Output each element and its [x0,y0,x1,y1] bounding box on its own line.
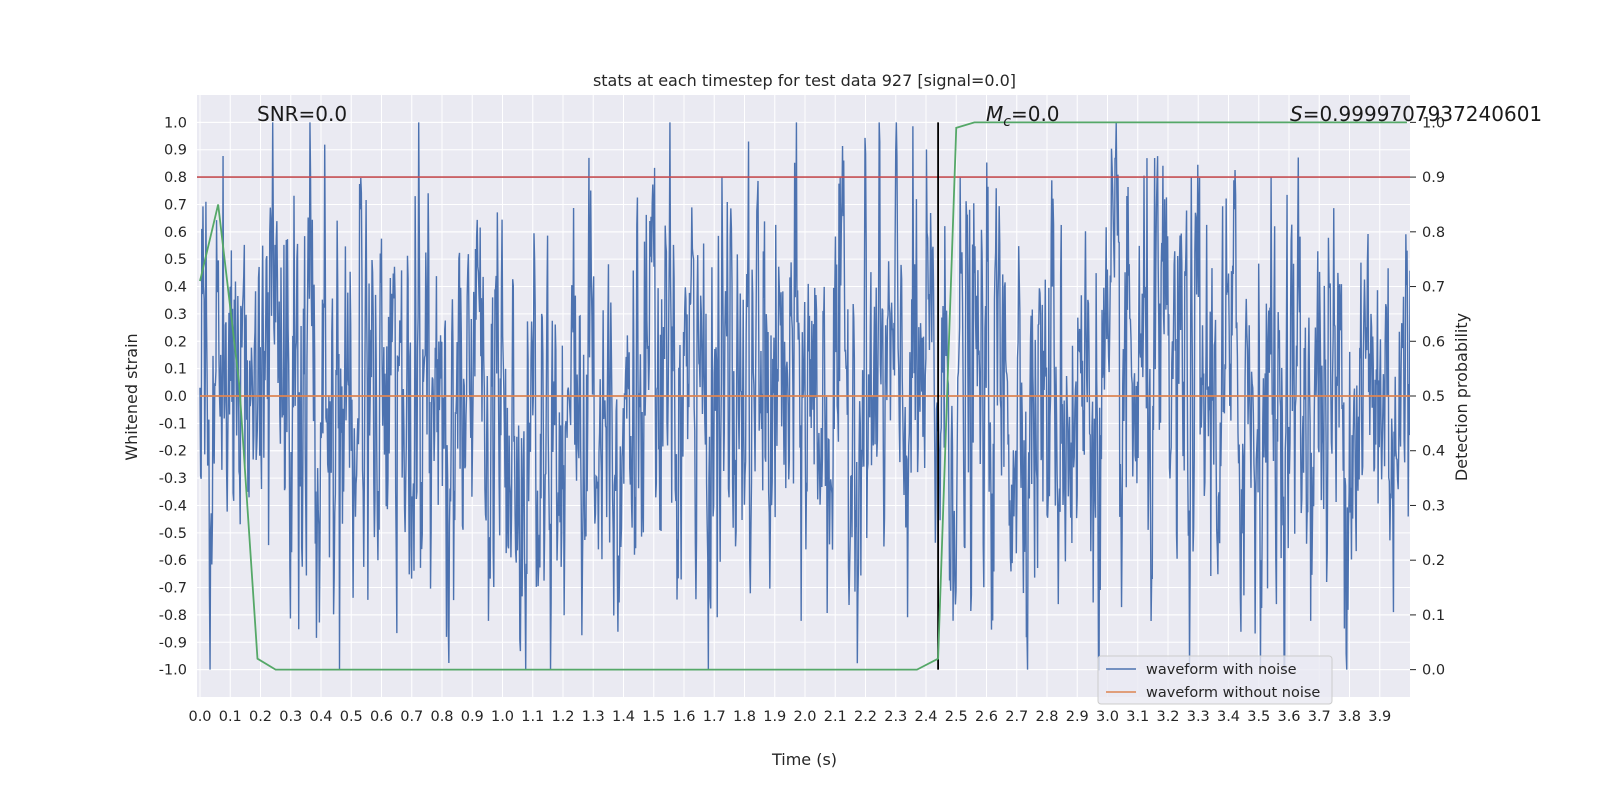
chart-title: stats at each timestep for test data 927… [593,71,1016,90]
y2-tick-label: 0.9 [1422,170,1445,186]
y2-axis-label: Detection probability [1452,313,1471,481]
y-tick-label: 0.8 [164,170,187,186]
y2-tick-label: 0.4 [1422,444,1445,460]
x-tick-label: 1.7 [703,709,726,725]
x-tick-label: 0.1 [219,709,242,725]
x-tick-label: 2.0 [793,709,816,725]
y-tick-label: 0.7 [164,197,187,213]
score-annotation: S=0.9999707937240601 [1290,102,1542,126]
x-tick-label: 0.5 [340,709,363,725]
y-tick-label: 0.3 [164,307,187,323]
legend-box [1097,655,1333,705]
x-tick-label: 1.9 [763,709,786,725]
data-layer [197,121,1410,671]
y-tick-label: 0.1 [164,362,187,378]
y-tick-label: -0.7 [159,581,187,597]
x-tick-label: 1.6 [672,709,695,725]
score-value: =0.9999707937240601 [1303,102,1542,126]
x-tick-label: 1.2 [551,709,574,725]
y2-axis-ticks: 1.0 0.9 0.8 0.7 0.6 0.5 0.4 0.3 0.2 0.1 0.0 [1410,115,1445,679]
y-tick-label: 0.0 [164,389,187,405]
y-tick-label: 0.4 [164,280,187,296]
x-tick-label: 3.5 [1247,709,1270,725]
y-tick-label: -0.8 [159,608,187,624]
x-tick-label: 1.0 [491,709,514,725]
x-tick-label: 1.8 [733,709,756,725]
y-tick-label: -0.4 [159,498,187,514]
legend: waveform with noise waveform without noi… [1097,655,1333,705]
x-tick-label: 0.4 [309,709,332,725]
x-tick-label: 2.2 [854,709,877,725]
x-tick-label: 1.3 [582,709,605,725]
y-tick-label: -0.6 [159,553,187,569]
y-tick-label: 0.6 [164,225,187,241]
y-axis-label: Whitened strain [122,333,141,460]
y2-tick-label: 0.1 [1422,608,1445,624]
x-tick-label: 2.8 [1035,709,1058,725]
y-tick-label: 1.0 [164,115,187,131]
y2-tick-label: 0.2 [1422,553,1445,569]
x-tick-label: 0.9 [461,709,484,725]
x-tick-label: 0.6 [370,709,393,725]
chirp-mass-annotation: Mc=0.0 [986,102,1060,130]
x-tick-label: 0.8 [430,709,453,725]
y-tick-label: 0.9 [164,143,187,159]
series-detection-probability [199,121,1407,671]
y-tick-label: -0.2 [159,444,187,460]
x-tick-label: 3.0 [1096,709,1119,725]
x-axis-ticks: 0.0 0.1 0.2 0.3 0.4 0.5 0.6 0.7 0.8 0.9 1.0 1.1 1.2 1… [188,709,1391,725]
x-tick-label: 3.3 [1187,709,1210,725]
score-symbol: S [1290,102,1303,126]
x-tick-label: 3.4 [1217,709,1240,725]
x-tick-label: 1.5 [642,709,665,725]
x-tick-label: 0.3 [279,709,302,725]
x-tick-label: 3.9 [1368,709,1391,725]
series-waveform-with-noise [199,122,1410,671]
x-tick-label: 3.1 [1126,709,1149,725]
y2-tick-label: 1.0 [1422,115,1445,131]
chirp-mass-subscript: c [1003,114,1011,130]
y-tick-label: 0.2 [164,334,187,350]
x-tick-label: 1.1 [521,709,544,725]
y2-tick-label: 0.8 [1422,225,1445,241]
x-tick-label: 3.6 [1277,709,1300,725]
x-tick-label: 2.3 [884,709,907,725]
snr-annotation: SNR=0.0 [257,102,347,126]
y-tick-label: -0.1 [159,416,187,432]
x-tick-label: 2.7 [1005,709,1028,725]
x-tick-label: 3.7 [1308,709,1331,725]
x-tick-label: 0.2 [249,709,272,725]
y2-tick-label: 0.3 [1422,498,1445,514]
y2-tick-label: 0.7 [1422,280,1445,296]
x-tick-label: 2.4 [914,709,937,725]
y-tick-label: -1.0 [159,663,187,679]
y-tick-label: -0.5 [159,526,187,542]
x-tick-label: 3.2 [1156,709,1179,725]
y2-tick-label: 0.5 [1422,389,1445,405]
x-tick-label: 1.4 [612,709,635,725]
y2-tick-label: 0.6 [1422,334,1445,350]
x-tick-label: 2.1 [824,709,847,725]
x-tick-label: 2.9 [1066,709,1089,725]
legend-label-noise: waveform with noise [1146,662,1297,678]
x-tick-label: 0.0 [188,709,211,725]
y-tick-label: -0.9 [159,635,187,651]
x-tick-label: 2.6 [975,709,998,725]
legend-label-clean: waveform without noise [1146,685,1320,701]
x-axis-label: Time (s) [771,750,837,769]
y-tick-label: -0.3 [159,471,187,487]
chirp-mass-value: =0.0 [1011,102,1060,126]
x-tick-label: 0.7 [400,709,423,725]
x-tick-label: 2.5 [945,709,968,725]
y2-tick-label: 0.0 [1422,663,1445,679]
chirp-mass-symbol: M [986,102,1003,126]
x-tick-label: 3.8 [1338,709,1361,725]
y-axis-ticks: 1.0 0.9 0.8 0.7 0.6 0.5 0.4 0.3 0.2 0.1 0.0 -0.1 -0.… [159,115,187,678]
y-tick-label: 0.5 [164,252,187,268]
